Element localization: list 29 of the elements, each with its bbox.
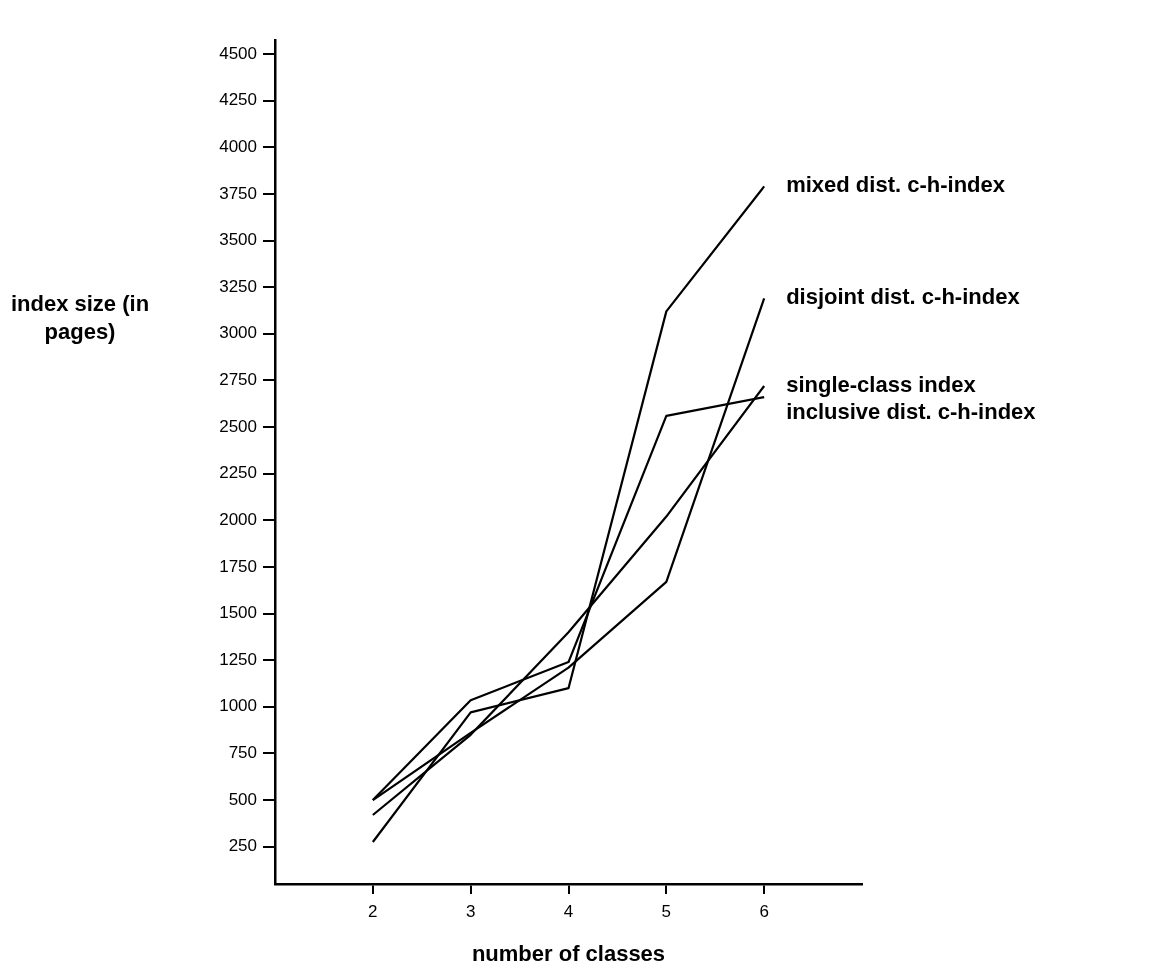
y-tick-label: 2250 [219, 463, 257, 483]
y-tick-label: 250 [228, 836, 257, 856]
y-tick-label: 1250 [219, 649, 257, 669]
y-tick-label: 3750 [219, 183, 257, 203]
y-tick-label: 1750 [219, 556, 257, 576]
x-tick-label: 2 [368, 901, 378, 921]
y-tick-label: 3500 [219, 230, 257, 250]
y-tick-label: 4000 [219, 136, 257, 156]
y-tick-label: 1500 [219, 603, 257, 623]
x-tick-label: 3 [465, 901, 476, 921]
y-axis-title: index size (in pages) [9, 290, 151, 346]
y-tick-label: 3250 [219, 276, 257, 296]
x-tick-label: 5 [661, 901, 672, 921]
x-tick-label: 6 [759, 901, 769, 921]
y-tick-label: 3000 [219, 323, 257, 343]
series-label: single-class index [786, 372, 977, 398]
y-tick-label: 1000 [219, 696, 257, 716]
y-tick-label: 4500 [219, 43, 257, 63]
y-tick-label: 500 [228, 789, 257, 809]
x-axis-title: number of classes [471, 940, 666, 966]
y-tick-label: 2750 [219, 370, 257, 390]
y-tick-label: 2000 [219, 509, 257, 529]
series-label: mixed dist. c-h-index [786, 172, 1006, 198]
y-tick-label: 4250 [219, 90, 257, 110]
series-label: disjoint dist. c-h-index [786, 284, 1021, 310]
y-tick-label: 750 [228, 743, 257, 763]
x-tick-label: 4 [563, 901, 574, 921]
y-tick-label: 2500 [219, 416, 257, 436]
series-label: inclusive dist. c-h-index [786, 399, 1037, 425]
